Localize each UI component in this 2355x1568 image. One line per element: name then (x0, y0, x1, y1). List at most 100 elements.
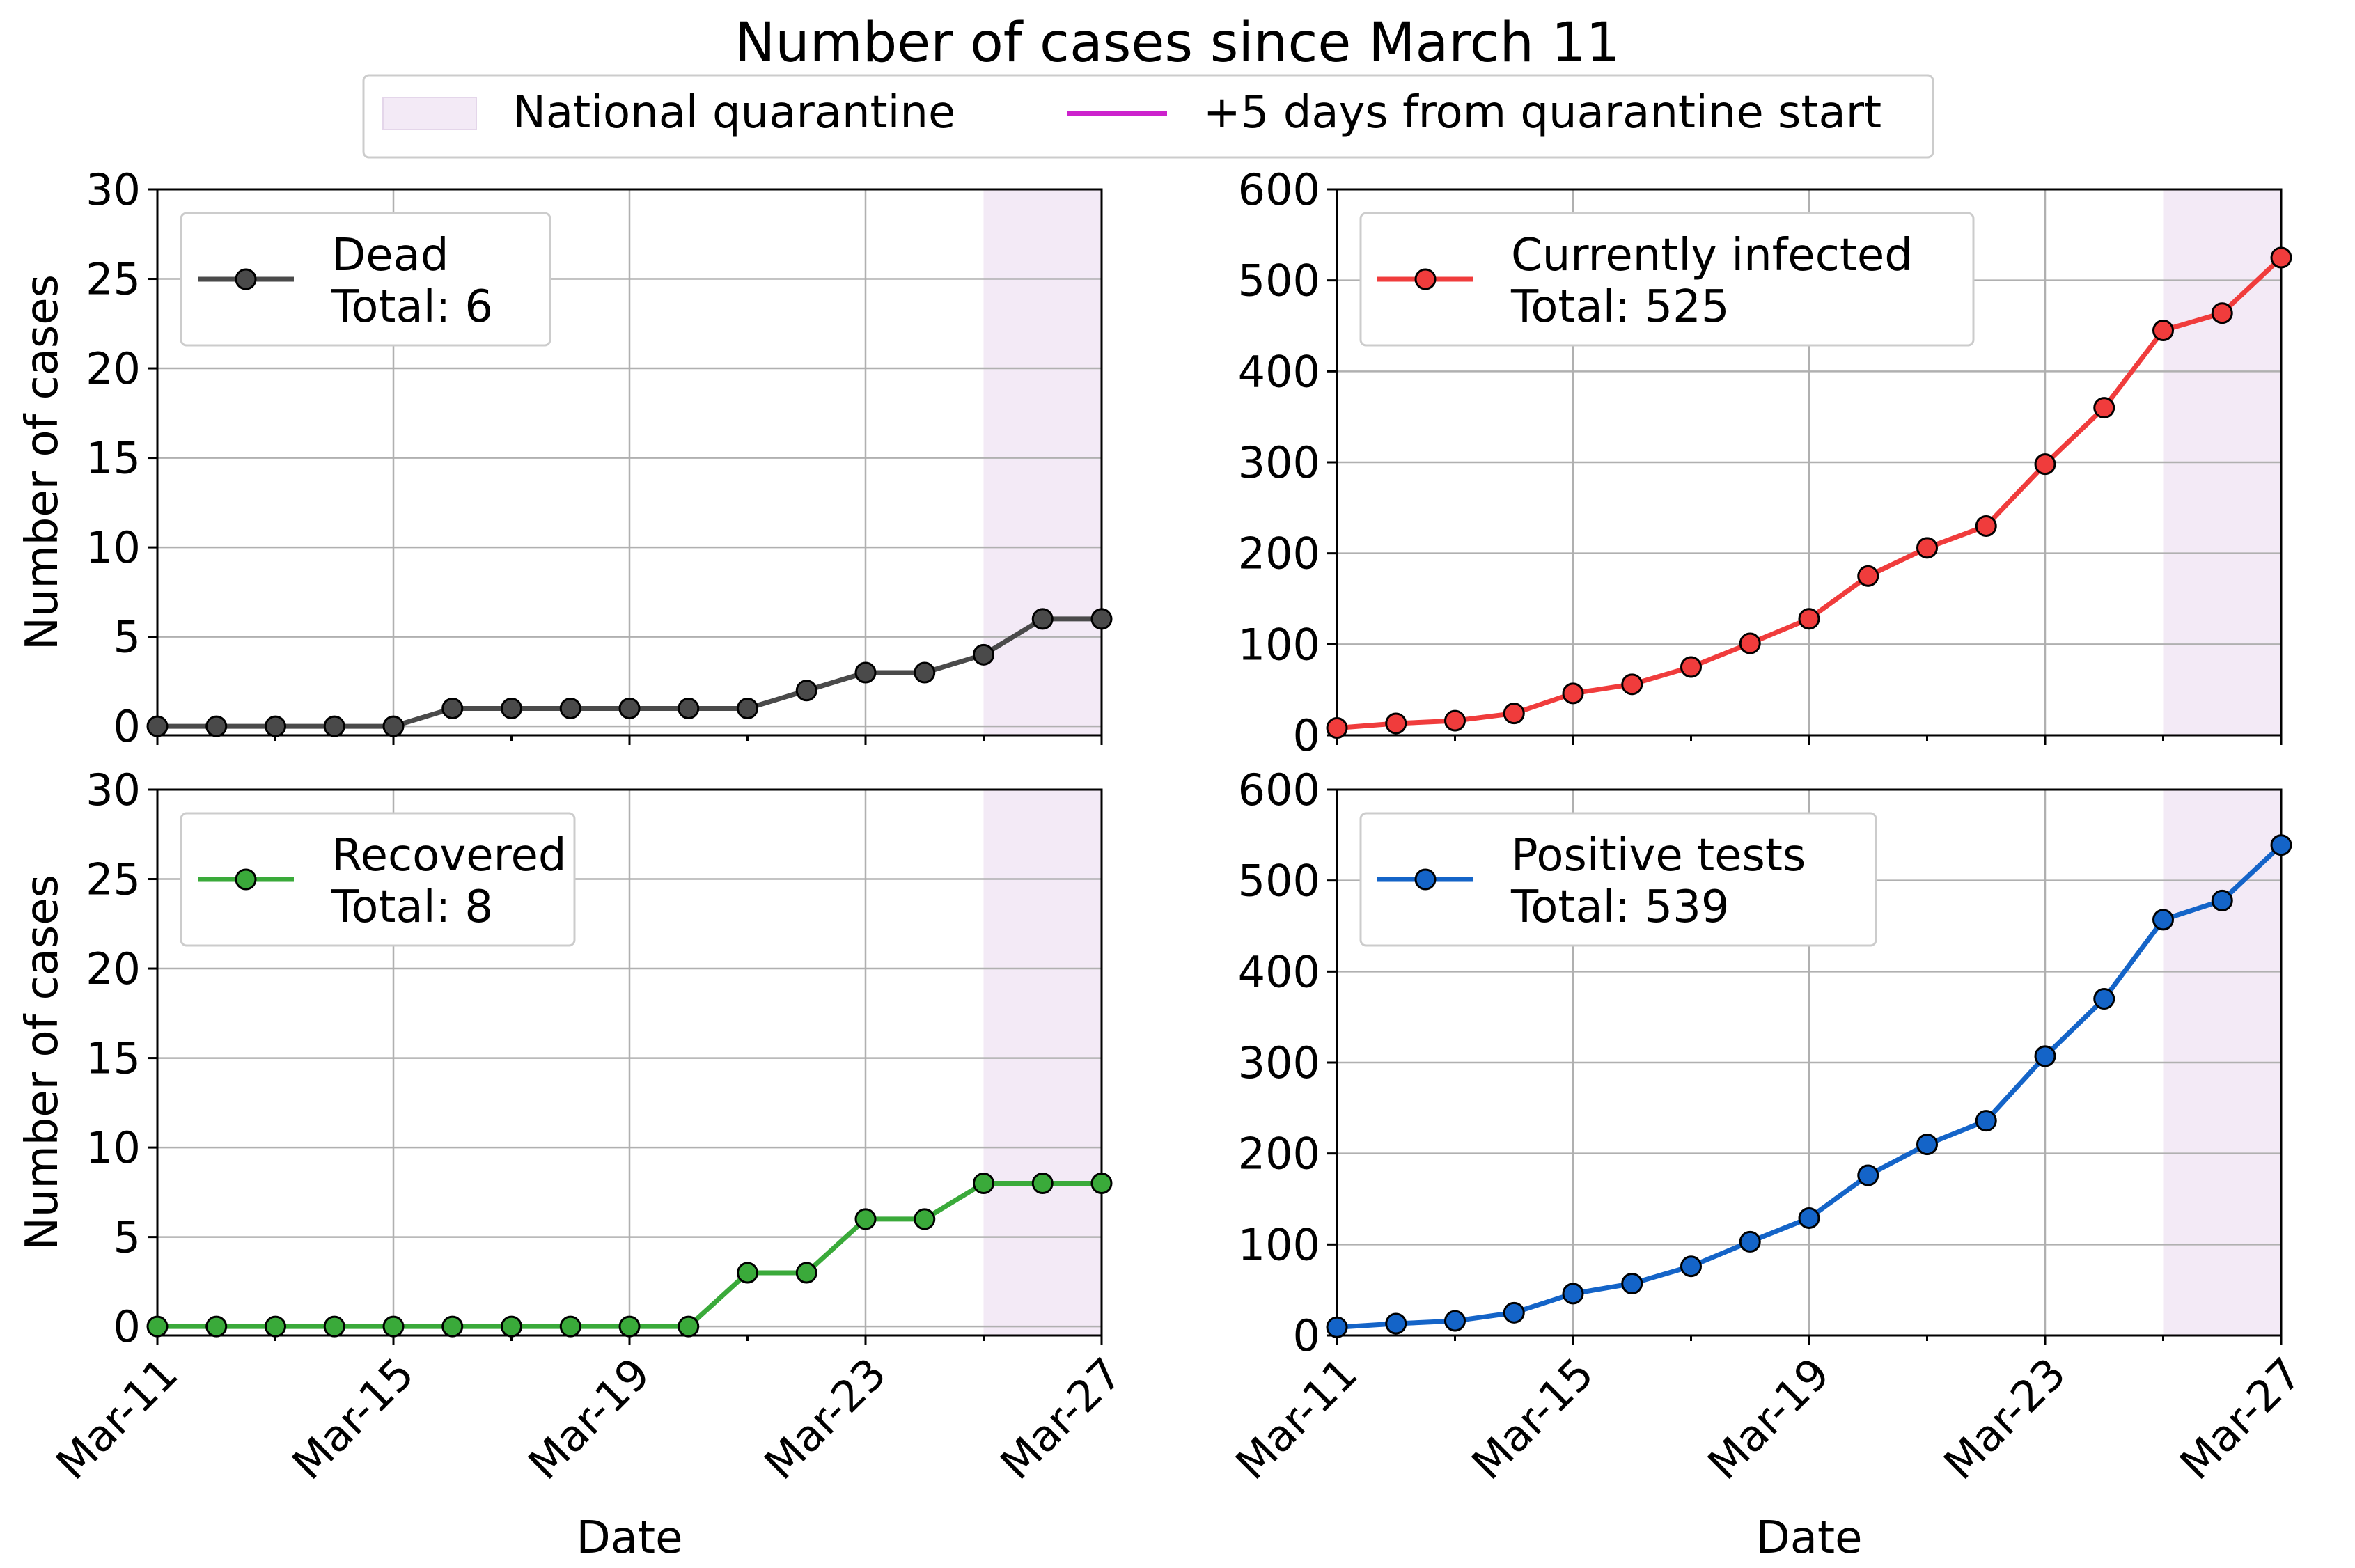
series-legend-total: Total: 525 (1510, 281, 1730, 333)
quarantine-legend-swatch (382, 97, 477, 130)
y-axis-label: Number of cases (17, 274, 68, 650)
data-point (1975, 1110, 1997, 1132)
data-point (1562, 1283, 1584, 1305)
y-tick-label: 0 (114, 1301, 141, 1352)
y-tick-label: 10 (86, 1122, 141, 1173)
data-point (1857, 1164, 1879, 1186)
data-point (1326, 1316, 1348, 1338)
data-point (1326, 717, 1348, 739)
y-tick-label: 300 (1238, 437, 1320, 488)
series-legend-total: Total: 8 (331, 881, 493, 933)
series-legend-marker (1414, 868, 1437, 891)
data-point (618, 1315, 641, 1338)
y-tick-label: 0 (114, 701, 141, 752)
series-legend-name: Positive tests (1511, 830, 1806, 881)
data-point (914, 1208, 936, 1230)
y-tick-label: 500 (1238, 856, 1320, 907)
y-tick-label: 25 (86, 254, 141, 305)
y-tick-label: 15 (86, 433, 141, 484)
data-point (1916, 1134, 1938, 1156)
data-point (382, 1315, 405, 1338)
y-tick-label: 30 (86, 765, 141, 815)
figure-legend: National quarantine +5 days from quarant… (362, 74, 1934, 159)
x-axis-label: Date (577, 1512, 683, 1564)
data-point (559, 1315, 581, 1338)
data-point (501, 1315, 522, 1338)
y-tick-label: 5 (114, 1212, 141, 1263)
data-point (1503, 1301, 1525, 1324)
data-point (559, 697, 581, 719)
y-tick-label: 200 (1238, 1129, 1320, 1179)
series-legend-name: Recovered (331, 830, 566, 881)
data-point (1916, 537, 1938, 559)
data-point (2034, 1045, 2056, 1067)
data-point (2211, 302, 2233, 324)
data-point (1090, 1173, 1113, 1195)
data-point (1739, 1230, 1761, 1253)
data-point (2270, 834, 2292, 856)
data-point (323, 715, 345, 737)
data-point (1385, 1312, 1407, 1335)
y-tick-label: 200 (1238, 528, 1320, 579)
data-point (914, 661, 936, 684)
data-point (737, 1262, 758, 1284)
figure-title: Number of cases since March 11 (735, 12, 1620, 75)
chart-panel-2: 0 100 200 300 400 500 600 Currently infectedTot… (1238, 164, 2292, 761)
y-tick-label: 15 (86, 1033, 141, 1084)
y-tick-label: 30 (86, 164, 141, 215)
series-legend-frame (1359, 812, 1877, 947)
series-legend-frame (180, 212, 551, 347)
data-point (1562, 682, 1584, 705)
data-point (265, 1315, 286, 1338)
data-point (441, 697, 464, 719)
y-tick-label: 100 (1238, 619, 1320, 670)
data-point (737, 697, 758, 719)
data-point (1739, 632, 1761, 654)
data-point (382, 715, 405, 737)
y-tick-label: 100 (1238, 1219, 1320, 1270)
data-point (973, 643, 994, 666)
data-point (2270, 246, 2292, 269)
quarantine-span (983, 189, 1102, 735)
series-legend-frame (180, 812, 576, 947)
y-tick-label: 600 (1238, 765, 1320, 815)
data-point (854, 661, 877, 684)
data-point (1031, 608, 1054, 630)
data-point (678, 697, 700, 719)
y-tick-label: 20 (86, 343, 141, 394)
data-point (2211, 889, 2233, 911)
series-legend-name: Dead (331, 230, 449, 281)
series-legend-marker (235, 268, 257, 290)
data-point (1031, 1173, 1054, 1195)
quarantine-span (983, 790, 1102, 1335)
y-tick-label: 10 (86, 522, 141, 573)
y-tick-label: 0 (1293, 1310, 1320, 1361)
data-point (618, 697, 641, 719)
y-tick-label: 20 (86, 943, 141, 994)
series-legend-total: Total: 6 (331, 281, 493, 333)
data-point (1621, 673, 1643, 696)
series-legend-name: Currently infected (1511, 230, 1913, 281)
y-tick-label: 400 (1238, 946, 1320, 997)
y-tick-label: 600 (1238, 164, 1320, 215)
data-point (2093, 397, 2115, 419)
data-point (1444, 709, 1466, 732)
data-point (1798, 1207, 1820, 1229)
y-tick-label: 300 (1238, 1037, 1320, 1088)
y-axis-label: Number of cases (17, 875, 68, 1251)
data-point (2152, 909, 2174, 931)
data-point (501, 697, 522, 719)
y-tick-label: 0 (1293, 710, 1320, 761)
data-point (854, 1208, 877, 1230)
series-legend-frame (1359, 212, 1975, 347)
data-point (795, 1262, 817, 1284)
data-point (2152, 320, 2174, 342)
data-point (1621, 1273, 1643, 1295)
plus5-legend-label: +5 days from quarantine start (1203, 87, 1881, 139)
data-point (1975, 515, 1997, 537)
series-legend-marker (235, 868, 257, 891)
y-tick-label: 500 (1238, 256, 1320, 306)
data-point (265, 715, 286, 737)
